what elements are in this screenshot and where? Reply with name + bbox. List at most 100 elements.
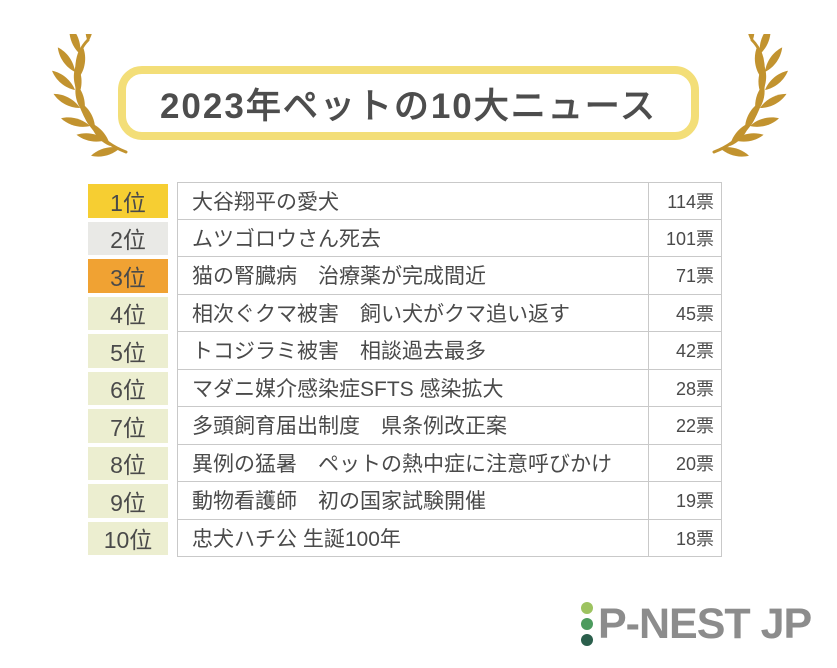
news-title: 相次ぐクマ被害 飼い犬がクマ追い返す [192, 302, 570, 326]
logo-dots-icon [581, 602, 593, 646]
news-cell: 多頭飼育届出制度 県条例改正案 [177, 407, 649, 445]
news-cell: 動物看護師 初の国家試験開催 [177, 482, 649, 520]
rank-label: 1位 [110, 189, 146, 216]
rank-label: 7位 [110, 414, 146, 441]
rank-cell-inner: 7位 [88, 409, 168, 443]
rank-cell: 6位 [88, 370, 168, 408]
column-gap [168, 332, 177, 370]
votes-cell: 20票 [648, 444, 722, 482]
rank-cell: 7位 [88, 407, 168, 445]
logo-dot-bottom [581, 634, 593, 646]
rank-cell-inner: 5位 [88, 334, 168, 368]
news-cell: ムツゴロウさん死去 [177, 219, 649, 257]
column-gap [168, 445, 177, 483]
page-title: 2023年ペットの10大ニュース [159, 86, 658, 126]
vote-count: 101票 [665, 228, 714, 249]
column-gap [168, 295, 177, 333]
vote-count: 19票 [675, 491, 714, 512]
vote-count: 71票 [675, 266, 714, 287]
rank-label: 9位 [110, 489, 146, 516]
rank-cell: 1位 [88, 182, 168, 220]
table-row: 10位 忠犬ハチ公 生誕100年 18票 [88, 519, 722, 558]
votes-cell: 71票 [648, 257, 722, 295]
rank-label: 2位 [110, 227, 146, 254]
news-title: マダニ媒介感染症SFTS 感染拡大 [192, 377, 504, 401]
news-cell: マダニ媒介感染症SFTS 感染拡大 [177, 369, 649, 407]
news-cell: 忠犬ハチ公 生誕100年 [177, 519, 649, 557]
table-row: 3位 猫の腎臓病 治療薬が完成間近 71票 [88, 257, 722, 295]
vote-count: 114票 [667, 191, 714, 212]
column-gap [168, 220, 177, 258]
votes-cell: 45票 [648, 294, 722, 332]
news-cell: 相次ぐクマ被害 飼い犬がクマ追い返す [177, 294, 649, 332]
logo-text: P-NEST JP [598, 599, 812, 648]
logo-dot-top [581, 602, 593, 614]
rank-cell-inner: 10位 [88, 521, 168, 555]
votes-cell: 22票 [648, 407, 722, 445]
table-row: 2位 ムツゴロウさん死去 101票 [88, 219, 722, 258]
table-row: 1位 大谷翔平の愛犬 114票 [88, 182, 722, 220]
rank-label: 10位 [103, 527, 153, 554]
table-row: 5位 トコジラミ被害 相談過去最多 42票 [88, 332, 722, 370]
news-title: トコジラミ被害 相談過去最多 [192, 340, 486, 364]
table-row: 7位 多頭飼育届出制度 県条例改正案 22票 [88, 407, 722, 445]
column-gap [168, 520, 177, 558]
votes-cell: 101票 [648, 219, 722, 257]
laurel-right-icon [712, 34, 790, 158]
column-gap [168, 407, 177, 445]
rank-cell-inner: 8位 [88, 446, 168, 480]
news-cell: 異例の猛暑 ペットの熱中症に注意呼びかけ [177, 444, 649, 482]
votes-cell: 42票 [648, 332, 722, 370]
news-title: 猫の腎臓病 治療薬が完成間近 [192, 265, 486, 289]
rank-cell-inner: 2位 [88, 221, 168, 255]
rank-cell-inner: 9位 [88, 484, 168, 518]
rank-label: 4位 [110, 302, 146, 329]
column-gap [168, 482, 177, 520]
column-gap [168, 257, 177, 295]
rank-label: 6位 [110, 377, 146, 404]
votes-cell: 28票 [648, 369, 722, 407]
rank-cell: 9位 [88, 482, 168, 520]
news-title: 大谷翔平の愛犬 [192, 190, 339, 214]
logo-dot-middle [581, 618, 593, 630]
logo: P-NEST JP [581, 599, 812, 648]
news-title: 動物看護師 初の国家試験開催 [192, 490, 486, 514]
vote-count: 45票 [675, 303, 714, 324]
column-gap [168, 370, 177, 408]
rank-cell: 2位 [88, 220, 168, 258]
rank-cell: 4位 [88, 295, 168, 333]
rank-cell-inner: 1位 [88, 184, 168, 218]
news-title: 忠犬ハチ公 生誕100年 [192, 527, 401, 551]
rank-cell-inner: 6位 [88, 371, 168, 405]
rank-cell: 3位 [88, 257, 168, 295]
news-title: ムツゴロウさん死去 [192, 227, 381, 251]
table-row: 9位 動物看護師 初の国家試験開催 19票 [88, 482, 722, 520]
rank-cell: 5位 [88, 332, 168, 370]
title-banner: 2023年ペットの10大ニュース [118, 66, 699, 140]
news-cell: 大谷翔平の愛犬 [177, 182, 649, 220]
rank-cell: 8位 [88, 445, 168, 483]
table-row: 4位 相次ぐクマ被害 飼い犬がクマ追い返す 45票 [88, 294, 722, 333]
table-row: 6位 マダニ媒介感染症SFTS 感染拡大 28票 [88, 369, 722, 408]
votes-cell: 18票 [648, 519, 722, 557]
table-row: 8位 異例の猛暑 ペットの熱中症に注意呼びかけ 20票 [88, 444, 722, 483]
laurel-left-icon [50, 34, 128, 158]
rank-cell-inner: 3位 [88, 259, 168, 293]
votes-cell: 114票 [648, 182, 722, 220]
vote-count: 42票 [675, 341, 714, 362]
news-cell: トコジラミ被害 相談過去最多 [177, 332, 649, 370]
rank-label: 3位 [110, 264, 146, 291]
rank-cell-inner: 4位 [88, 296, 168, 330]
rank-cell: 10位 [88, 520, 168, 558]
news-title: 多頭飼育届出制度 県条例改正案 [192, 415, 507, 439]
rank-label: 8位 [110, 452, 146, 479]
votes-cell: 19票 [648, 482, 722, 520]
vote-count: 22票 [675, 416, 714, 437]
vote-count: 28票 [675, 378, 714, 399]
news-title: 異例の猛暑 ペットの熱中症に注意呼びかけ [192, 452, 612, 476]
vote-count: 20票 [675, 453, 714, 474]
column-gap [168, 182, 177, 220]
vote-count: 18票 [675, 528, 714, 549]
news-cell: 猫の腎臓病 治療薬が完成間近 [177, 257, 649, 295]
ranking-table: 1位 大谷翔平の愛犬 114票 2位 ムツゴロウさん死去 101票 3位 [88, 182, 722, 557]
